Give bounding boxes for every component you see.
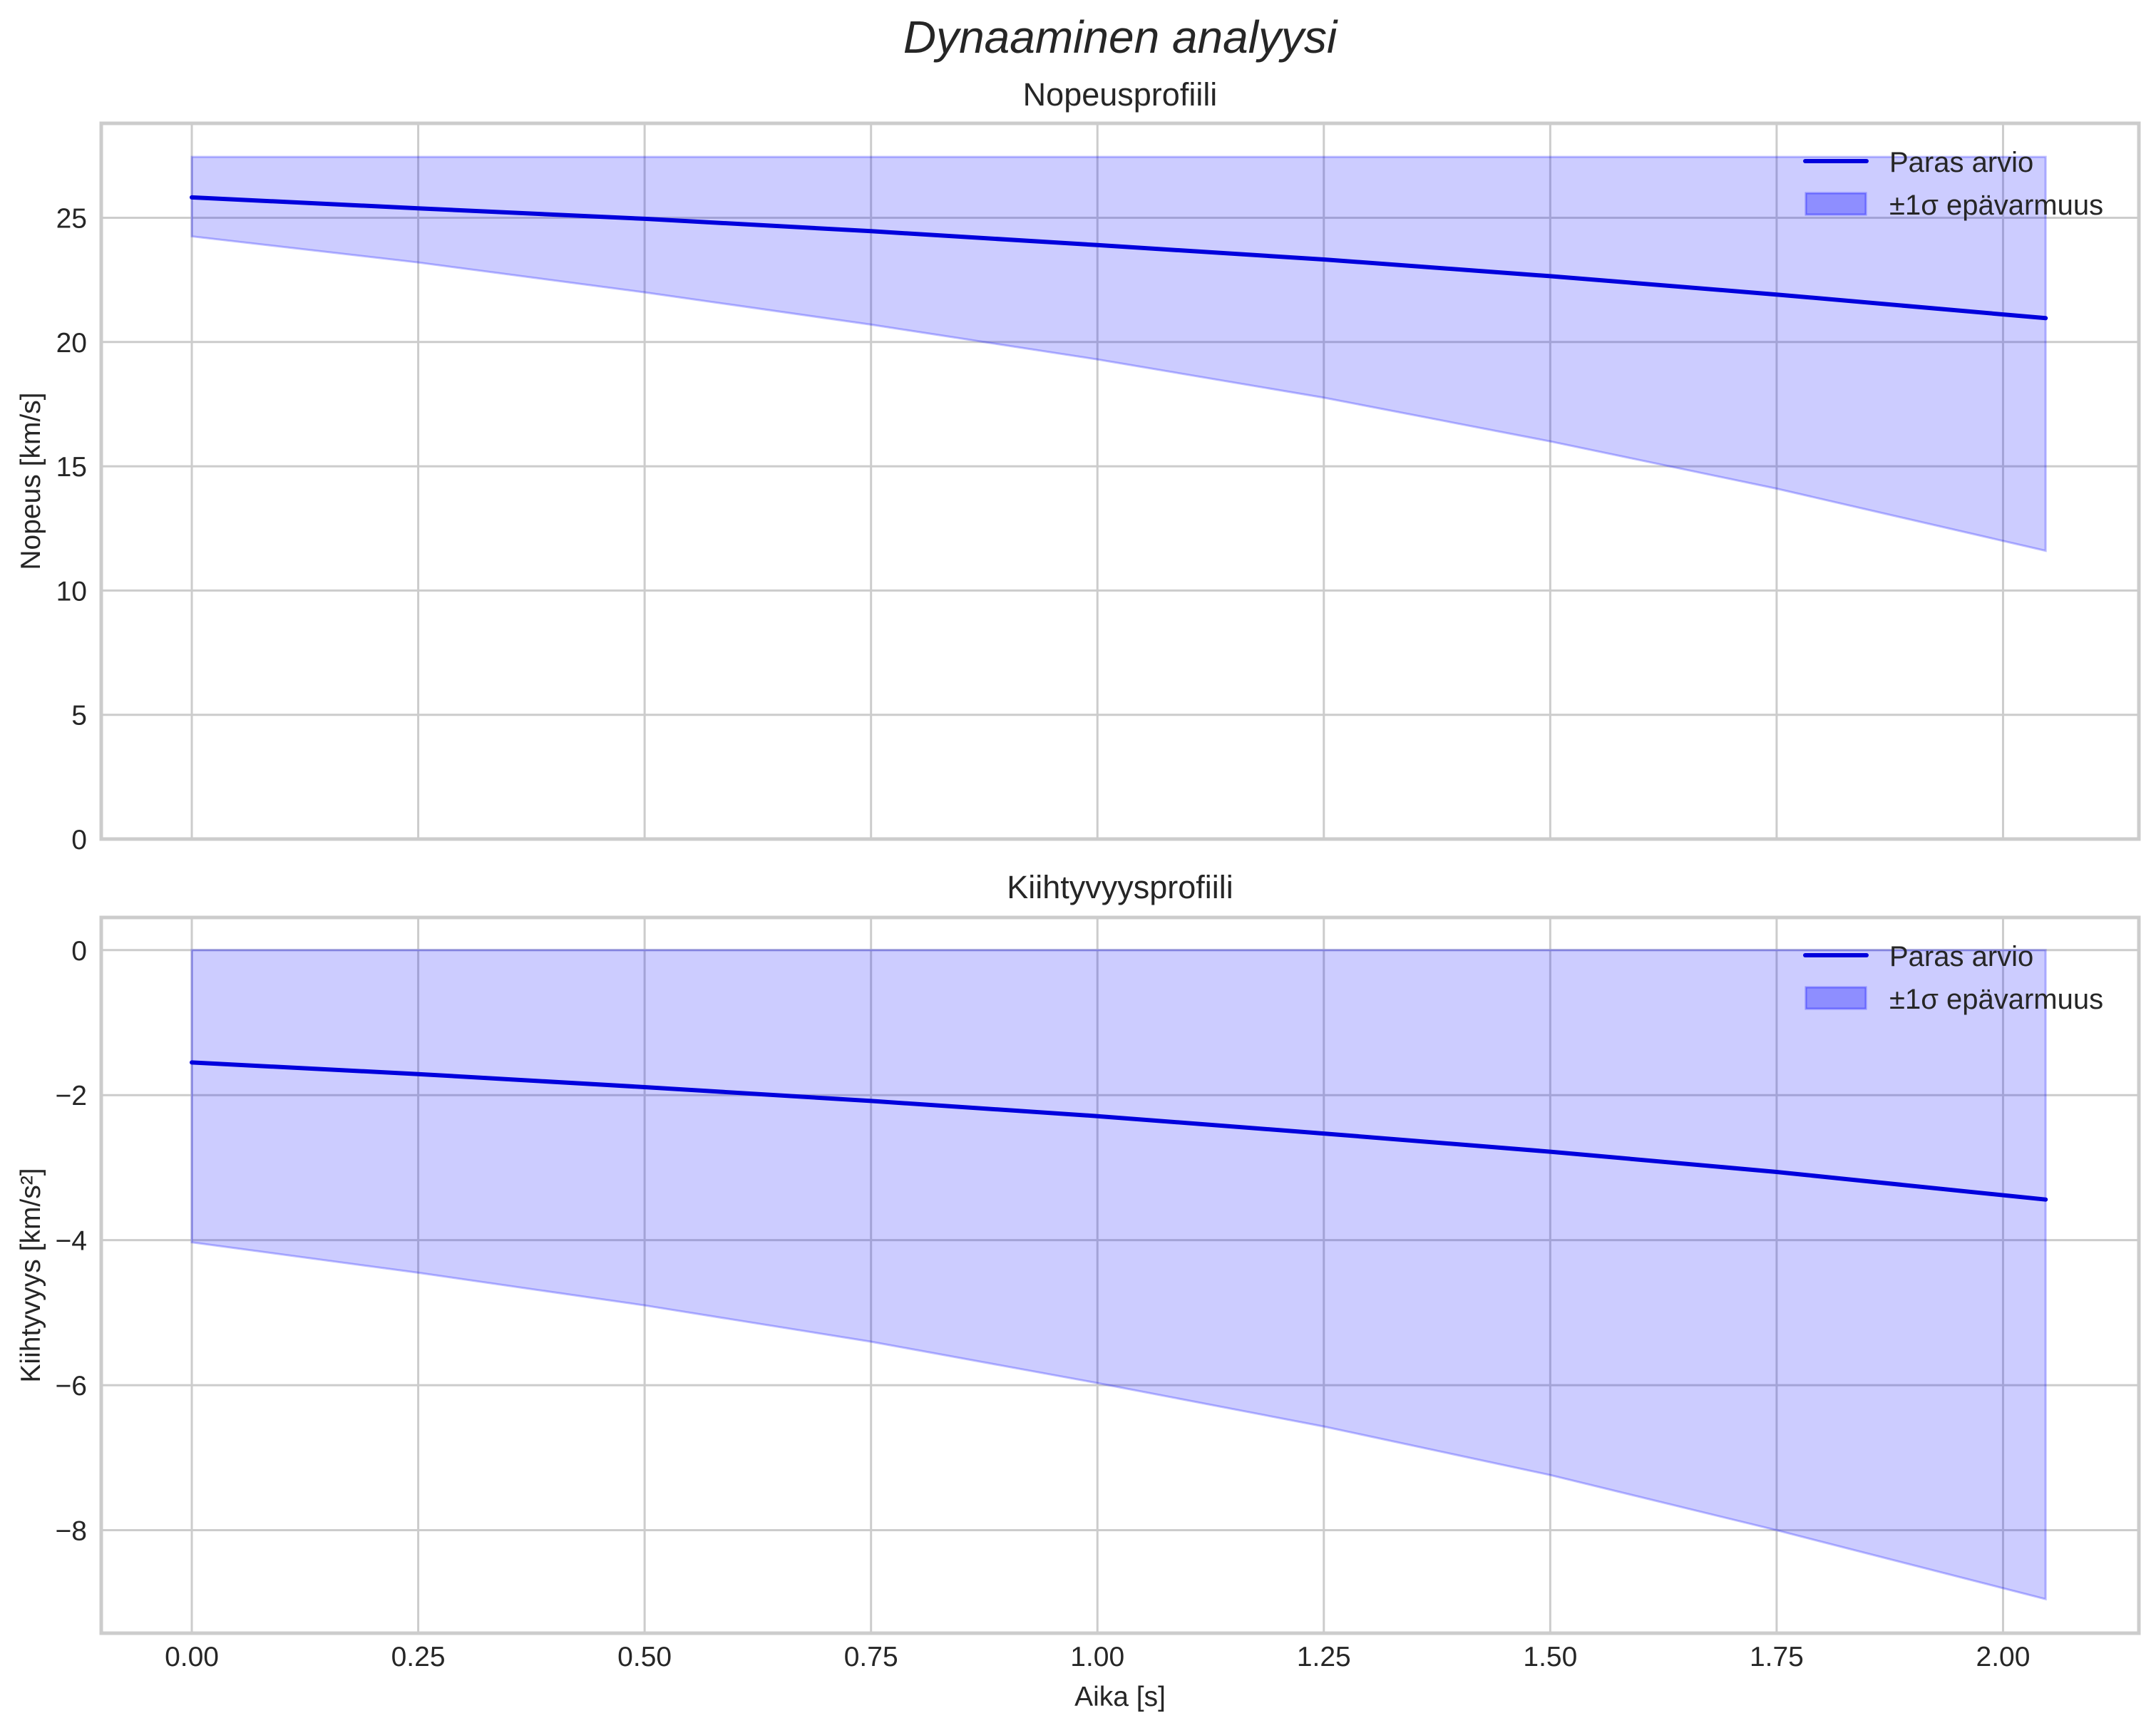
legend-label-best-estimate: Paras arvio (1889, 941, 2033, 972)
acceleration-y-tick-labels: 0 −2 −4 −6 −8 (56, 936, 87, 1547)
acceleration-uncertainty-band (190, 949, 2047, 1601)
x-tick-label: 0.25 (391, 1642, 446, 1672)
x-tick-label: 1.00 (1070, 1642, 1124, 1672)
best-estimate-polyline (190, 195, 2048, 321)
x-tick-label: 1.25 (1297, 1642, 1351, 1672)
figure-suptitle: Dynaaminen analyysi (903, 11, 1338, 63)
acceleration-axes-frame (99, 915, 2141, 1635)
legend-label-uncertainty: ±1σ epävarmuus (1889, 984, 2103, 1015)
velocity-legend: Paras arvio ±1σ epävarmuus (1803, 147, 2103, 221)
x-axis-label: Aika [s] (1074, 1682, 1166, 1712)
legend-band-swatch-icon (1805, 986, 1867, 1010)
y-tick-label: 10 (56, 576, 87, 607)
acceleration-y-axis-label: Kiihtyvyys [km/s²] (16, 1168, 46, 1382)
y-tick-label: 0 (71, 936, 87, 967)
x-tick-label: 1.75 (1750, 1642, 1804, 1672)
velocity-subplot-title: Nopeusprofiili (1023, 76, 1218, 113)
velocity-y-tick-labels: 0 5 10 15 20 25 (56, 203, 87, 855)
y-tick-label: 25 (56, 203, 87, 234)
velocity-y-axis-label: Nopeus [km/s] (16, 392, 46, 570)
best-estimate-polyline (190, 1060, 2048, 1202)
y-tick-label: 0 (71, 825, 87, 855)
velocity-best-estimate-line (190, 195, 2048, 321)
velocity-uncertainty-band (190, 155, 2047, 552)
y-tick-label: −4 (56, 1226, 87, 1257)
legend-band-swatch-icon (1805, 192, 1867, 216)
uncertainty-band-area (190, 949, 2047, 1601)
legend-label-uncertainty: ±1σ epävarmuus (1889, 190, 2103, 221)
y-tick-label: 15 (56, 452, 87, 483)
acceleration-grid (101, 917, 2139, 1633)
x-tick-label: 0.75 (844, 1642, 898, 1672)
x-tick-label: 0.50 (617, 1642, 672, 1672)
x-tick-label: 1.50 (1523, 1642, 1577, 1672)
y-tick-label: −2 (56, 1081, 87, 1111)
acceleration-legend: Paras arvio ±1σ epävarmuus (1803, 941, 2103, 1015)
y-tick-label: 20 (56, 328, 87, 359)
x-tick-label: 2.00 (1976, 1642, 2031, 1672)
y-tick-label: −6 (56, 1371, 87, 1402)
legend-label-best-estimate: Paras arvio (1889, 147, 2033, 178)
y-tick-label: 5 (71, 701, 87, 731)
x-tick-labels: 0.00 0.25 0.50 0.75 1.00 1.25 1.50 1.75 2.00 (165, 1642, 2030, 1672)
uncertainty-band-area (190, 155, 2047, 552)
velocity-grid (101, 123, 2139, 840)
acceleration-subplot: Kiihtyvyysprofiili 0 −2 −4 −6 −8 0.00 0.25 0.5… (16, 869, 2141, 1712)
acceleration-best-estimate-line (190, 1060, 2048, 1202)
y-tick-label: −8 (56, 1516, 87, 1547)
velocity-axes-frame (99, 121, 2141, 841)
acceleration-subplot-title: Kiihtyvyysprofiili (1007, 869, 1233, 905)
x-tick-label: 0.00 (165, 1642, 219, 1672)
